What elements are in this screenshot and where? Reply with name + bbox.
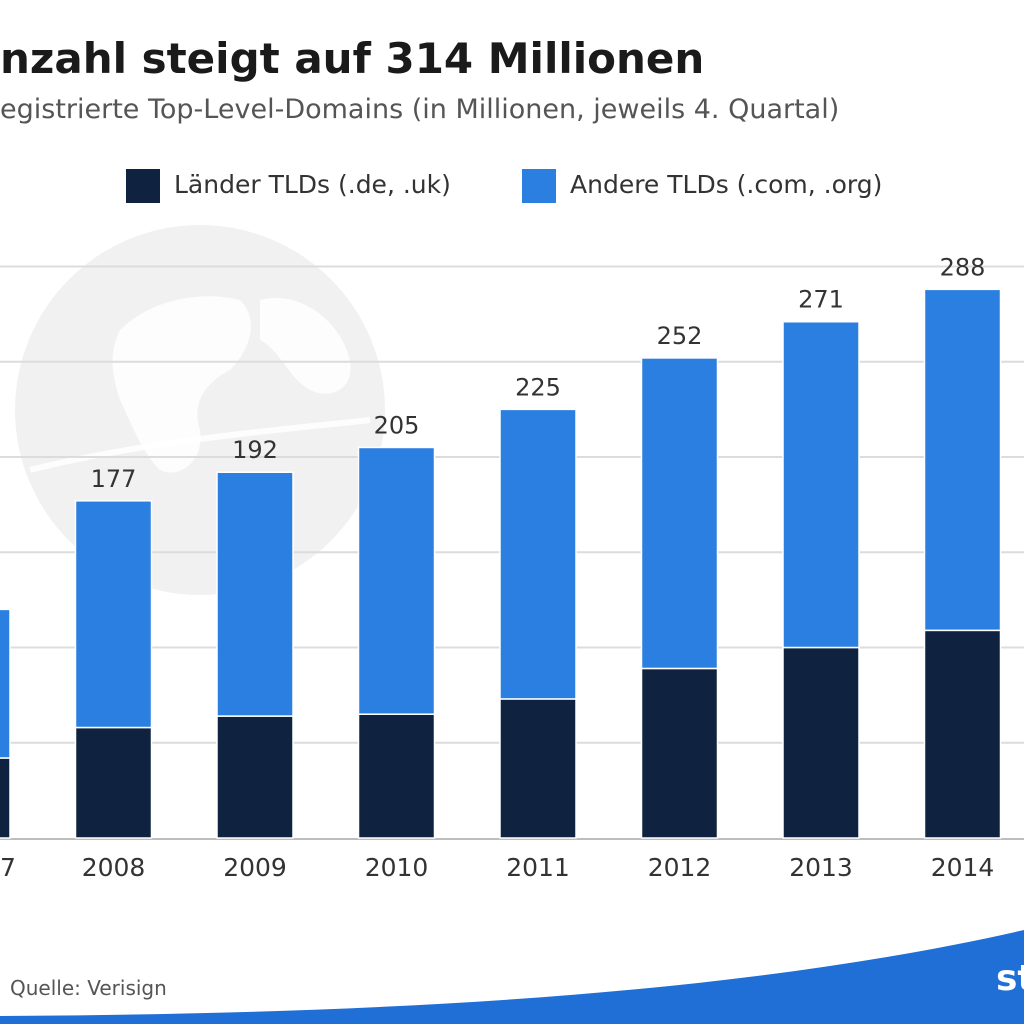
bar-segment-laender <box>216 715 294 839</box>
bar-segment-andere <box>216 471 294 717</box>
bar-segment-andere <box>357 446 436 715</box>
bar-total-label: 205 <box>374 411 420 439</box>
legend-swatch-andere <box>522 169 556 203</box>
x-tick-label: 2012 <box>648 853 712 882</box>
source-note: Quelle: Verisign <box>10 976 167 1000</box>
bar-total-label: 288 <box>940 253 986 281</box>
brand-logo-text: st <box>996 958 1024 999</box>
x-tick-label: 2010 <box>365 853 429 882</box>
x-tick-label: 7 <box>0 853 16 882</box>
bar-total-label: 271 <box>798 286 844 314</box>
x-tick-label: 2011 <box>506 853 570 882</box>
bar-segment-laender <box>357 713 436 839</box>
bar-total-label: 252 <box>657 322 703 350</box>
bar-segment-laender <box>499 698 577 839</box>
bar-segment-andere <box>74 500 153 729</box>
bar-segment-laender <box>74 726 153 839</box>
chart-subtitle: egistrierte Top-Level-Domains (in Millio… <box>0 94 840 125</box>
bar-segment-andere <box>923 288 1002 632</box>
chart-title: nzahl steigt auf 314 Millionen <box>0 34 705 83</box>
bar-total-label: 225 <box>515 373 561 401</box>
bar-segment-laender <box>0 757 11 839</box>
legend-swatch-laender <box>126 169 160 203</box>
x-tick-label: 2009 <box>223 853 287 882</box>
bar-segment-laender <box>782 646 860 839</box>
bar-total-label: 177 <box>91 465 137 493</box>
bar-segment-andere <box>640 357 719 670</box>
bar-segment-andere <box>499 408 577 700</box>
bar-segment-andere <box>0 608 11 759</box>
x-tick-label: 2008 <box>82 853 146 882</box>
legend-label-laender: Länder TLDs (.de, .uk) <box>174 170 451 199</box>
x-tick-label: 2014 <box>931 853 995 882</box>
bar-chart: 177 192 205 225 252 271 288 7 2008 2009 2010 2011 2… <box>0 225 1024 882</box>
bar-segment-andere <box>782 320 860 649</box>
legend: Länder TLDs (.de, .uk) Andere TLDs (.com… <box>0 166 1024 206</box>
bar-total-label: 192 <box>232 436 278 464</box>
x-tick-label: 2013 <box>789 853 853 882</box>
legend-label-andere: Andere TLDs (.com, .org) <box>570 170 883 199</box>
